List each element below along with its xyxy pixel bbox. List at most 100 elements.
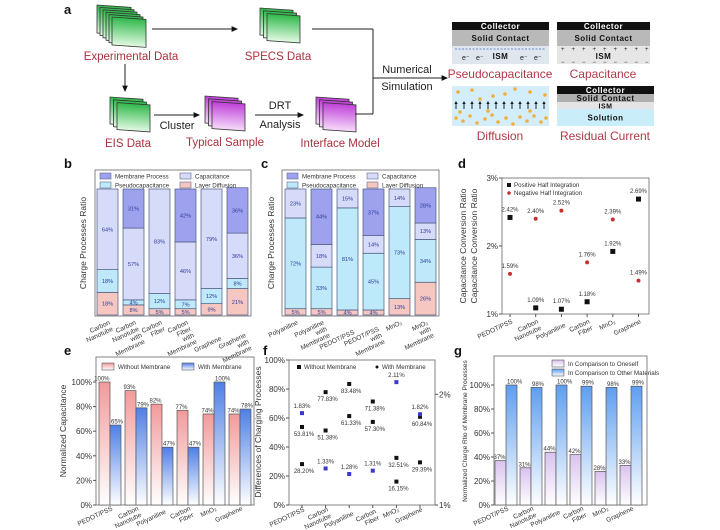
ion-dot (458, 110, 462, 114)
bar-group: 42% 99% (568, 381, 595, 506)
bar-value-label: 44% (316, 215, 327, 221)
x-tick-label: Graphene (214, 505, 244, 524)
data-point (370, 468, 375, 473)
legend-swatch (366, 172, 379, 180)
experimental-data-stack (96, 4, 147, 48)
y-tick-label: 80% (76, 403, 92, 412)
bar-value-label: 99% (632, 381, 645, 387)
y-tick-label: 3% (486, 174, 498, 183)
ion-dot (490, 113, 494, 117)
legend-label: Membrane Process (302, 174, 356, 181)
bar-value-label: 100% (215, 377, 231, 383)
arrowhead-icon (518, 101, 522, 104)
data-point-label: 2.69% (630, 189, 648, 195)
legend-label: Capacitance (382, 174, 417, 181)
d-chart: 1% 2% 3% Positive Half IntegrationNegative … (477, 174, 650, 343)
bar (202, 413, 215, 506)
data-point-label: 53.81% (294, 432, 315, 438)
negative-charge: − (614, 60, 618, 66)
stacked-bar: 26% 34% 13% 28% (414, 187, 437, 316)
data-point-label: 2.40% (527, 209, 545, 215)
data-point (394, 380, 399, 385)
bar-value-label: 8% (129, 308, 137, 314)
f-legend: Without Membrane With Membrane (297, 364, 426, 371)
analysis-label: Analysis (260, 119, 301, 131)
data-point-circle (533, 216, 538, 221)
typical-sample-stack (204, 95, 246, 132)
legend-square-marker (507, 183, 511, 187)
specs-data-stack (259, 7, 301, 44)
bar-value-label: 5% (155, 310, 163, 316)
data-point-circle (610, 217, 615, 222)
arrowhead-icon (122, 85, 128, 92)
legend-label: In Comparison to Other Materials (568, 370, 659, 377)
x-tick-label: CarbonFiber (169, 505, 195, 527)
solution-region (452, 86, 549, 126)
bar-value-label: 42% (180, 213, 191, 219)
ism-layer-text: ISM (596, 52, 612, 61)
data-point-label: 2.39% (604, 209, 622, 215)
bar (569, 454, 582, 506)
ion-dot (470, 88, 474, 92)
legend-square-marker (297, 365, 301, 369)
stacked-bar: 13% 73% 14% (388, 188, 411, 316)
bar-group: 100% 65% (94, 377, 124, 506)
positive-charge: + (645, 47, 649, 53)
data-point (394, 479, 399, 484)
bar-group: 74%78% (227, 404, 254, 506)
data-point (347, 381, 352, 386)
legend-swatch (179, 181, 192, 189)
bar-segment (174, 188, 197, 243)
bar (135, 407, 148, 506)
bar-group: 82% 47% (149, 399, 176, 506)
bar-value-label: 12% (154, 299, 165, 305)
data-point-label: 51.38% (317, 435, 338, 441)
bar (213, 381, 226, 506)
ion-dot (539, 120, 543, 124)
d-y-axis-label: Capacitance Conversion Ratio (458, 188, 468, 303)
bar-value-label: 47% (163, 442, 176, 448)
bar-value-label: 83% (154, 239, 165, 245)
x-tick-label: Graphene (394, 506, 424, 525)
data-point-label: 1.18% (579, 292, 597, 298)
arrowhead-icon (454, 101, 458, 104)
legend-label: Without Membrane (304, 364, 357, 371)
data-point-square (507, 214, 513, 220)
data-point-circle (585, 260, 590, 265)
y-tick-label: 1% (439, 501, 451, 510)
data-point-label: 1.33% (317, 459, 335, 465)
negative-charge: − (572, 60, 576, 66)
x-tick-label: CarbonFiber (562, 505, 588, 527)
legend-swatch (366, 181, 379, 189)
y-tick-label: 20% (474, 477, 490, 486)
stacked-bar: 4% 81% 15% (336, 188, 359, 316)
legend-label: Layer Diffusion (382, 183, 424, 190)
bar (544, 451, 557, 506)
workflow-diagram: Experimental Data SPECS Data EIS Data Ty… (84, 4, 654, 150)
arrowhead-icon (494, 101, 498, 104)
electron-symbol: e⁻ (476, 55, 484, 62)
x-tick-label: CarbonFiber (568, 318, 594, 340)
x-tick-label: CarbonFiber (141, 319, 167, 341)
data-point-label: 2.11% (388, 373, 405, 379)
arrowhead-icon (526, 101, 530, 104)
bar-value-label: 31% (518, 462, 531, 468)
collector-layer-text: Collector (481, 22, 520, 31)
bar-value-label: 64% (102, 227, 113, 233)
bar-group: 37% 100% (493, 380, 523, 506)
simulation-label: Simulation (381, 81, 432, 93)
bar (619, 465, 632, 506)
data-point (418, 460, 422, 465)
data-point-label: 60.84% (412, 422, 433, 428)
data-point-label: 2.42% (501, 207, 519, 213)
ion-dot (478, 97, 482, 101)
data-point-label: 61.33% (341, 421, 362, 427)
stacked-bar: 4% 45% 14% 37% (362, 188, 385, 316)
bar-group: 33% 99% (618, 381, 645, 506)
y-tick-label: 100% (72, 378, 92, 387)
legend-label: With Membrane (198, 364, 242, 371)
data-point-label: 77.83% (317, 397, 338, 403)
y-tick-label: 2% (486, 242, 498, 251)
data-point (300, 411, 304, 416)
legend-label: Pseudocapacitance (302, 183, 357, 190)
